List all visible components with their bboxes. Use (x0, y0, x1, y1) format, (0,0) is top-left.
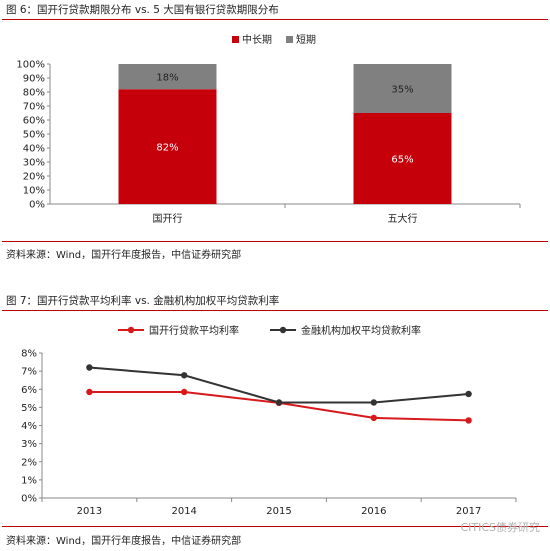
data-point (86, 388, 93, 396)
data-label: 65% (391, 155, 413, 166)
legend-label-1: 金融机构加权平均贷款利率 (301, 324, 421, 337)
y-tick-label: 2% (21, 457, 37, 468)
line-chart: 国开行贷款平均利率 金融机构加权平均贷款利率 0% 1% 2% 3% 4% 5% 6% 7% 8% 2… (21, 324, 517, 517)
legend-label-1: 短期 (296, 33, 316, 46)
figure-7-source: 资料来源：Wind，国开行年度报告，中信证券研究部 (6, 536, 242, 547)
x-tick-label: 2015 (266, 506, 291, 517)
y-tick-label: 50% (23, 130, 45, 141)
figure-6-source-rule (2, 241, 548, 242)
y-tick-label: 100% (16, 60, 45, 71)
data-point (181, 388, 188, 396)
data-point (465, 417, 472, 424)
y-tick-label: 70% (23, 102, 45, 113)
y-tick-label: 7% (21, 367, 37, 378)
y-tick-label: 4% (21, 421, 37, 432)
figure-6-source: 资料来源：Wind，国开行年度报告，中信证券研究部 (6, 250, 242, 261)
legend-label-0: 中长期 (242, 33, 272, 46)
y-tick-label: 6% (21, 385, 37, 396)
figure-6-title: 图 6：国开行贷款期限分布 vs. 5 大国有银行贷款期限分布 (6, 4, 279, 16)
legend-label-0: 国开行贷款平均利率 (149, 324, 239, 337)
bar-segment (353, 64, 452, 113)
y-tick-label: 10% (23, 186, 45, 197)
data-point (181, 372, 188, 379)
bar-segment (353, 113, 452, 204)
x-tick-label: 国开行 (153, 212, 183, 225)
x-tick-label: 2016 (361, 506, 386, 517)
x-tick-label: 2013 (77, 506, 102, 517)
data-point (370, 399, 377, 406)
watermark-text: CITICS债券研究 (460, 521, 540, 534)
y-tick-label: 20% (23, 172, 45, 183)
data-point (275, 399, 283, 406)
x-tick-label: 2014 (171, 506, 196, 517)
y-tick-label: 30% (23, 158, 45, 169)
data-label: 82% (156, 143, 178, 154)
x-tick-label: 2017 (456, 506, 481, 517)
y-tick-label: 80% (23, 88, 45, 99)
legend-swatch-0 (232, 36, 239, 43)
legend-marker-0 (127, 326, 135, 334)
data-point (86, 364, 93, 371)
bar-segment (118, 64, 217, 90)
y-tick-label: 1% (21, 475, 37, 486)
y-tick-label: 40% (23, 144, 45, 155)
series-line-1 (89, 366, 469, 404)
figure-7-title: 图 7：国开行贷款平均利率 vs. 金融机构加权平均贷款利率 (6, 295, 280, 307)
data-label: 18% (156, 73, 178, 84)
stacked-bar-chart: 中长期 短期 0% 10% 20% 30% 40% 50% 60% 70% 80% 90% 100% 82… (16, 33, 521, 225)
data-point (370, 414, 377, 422)
x-tick-label: 五大行 (388, 212, 418, 225)
y-tick-label: 90% (23, 74, 45, 85)
y-tick-label: 8% (21, 349, 37, 360)
figure-7-source-rule (2, 526, 548, 527)
y-tick-label: 0% (21, 494, 37, 505)
y-tick-label: 60% (23, 116, 45, 127)
legend-marker-1 (279, 326, 287, 334)
y-tick-label: 0% (29, 200, 45, 211)
data-point (465, 390, 472, 398)
y-tick-label: 5% (21, 403, 37, 414)
legend-swatch-1 (286, 36, 293, 43)
y-tick-label: 3% (21, 439, 37, 450)
bar-segment (118, 89, 217, 204)
figure-6-title-rule (2, 19, 548, 20)
figure-7-title-rule (2, 310, 548, 311)
data-label: 35% (391, 85, 413, 96)
series-line-0 (89, 390, 469, 422)
